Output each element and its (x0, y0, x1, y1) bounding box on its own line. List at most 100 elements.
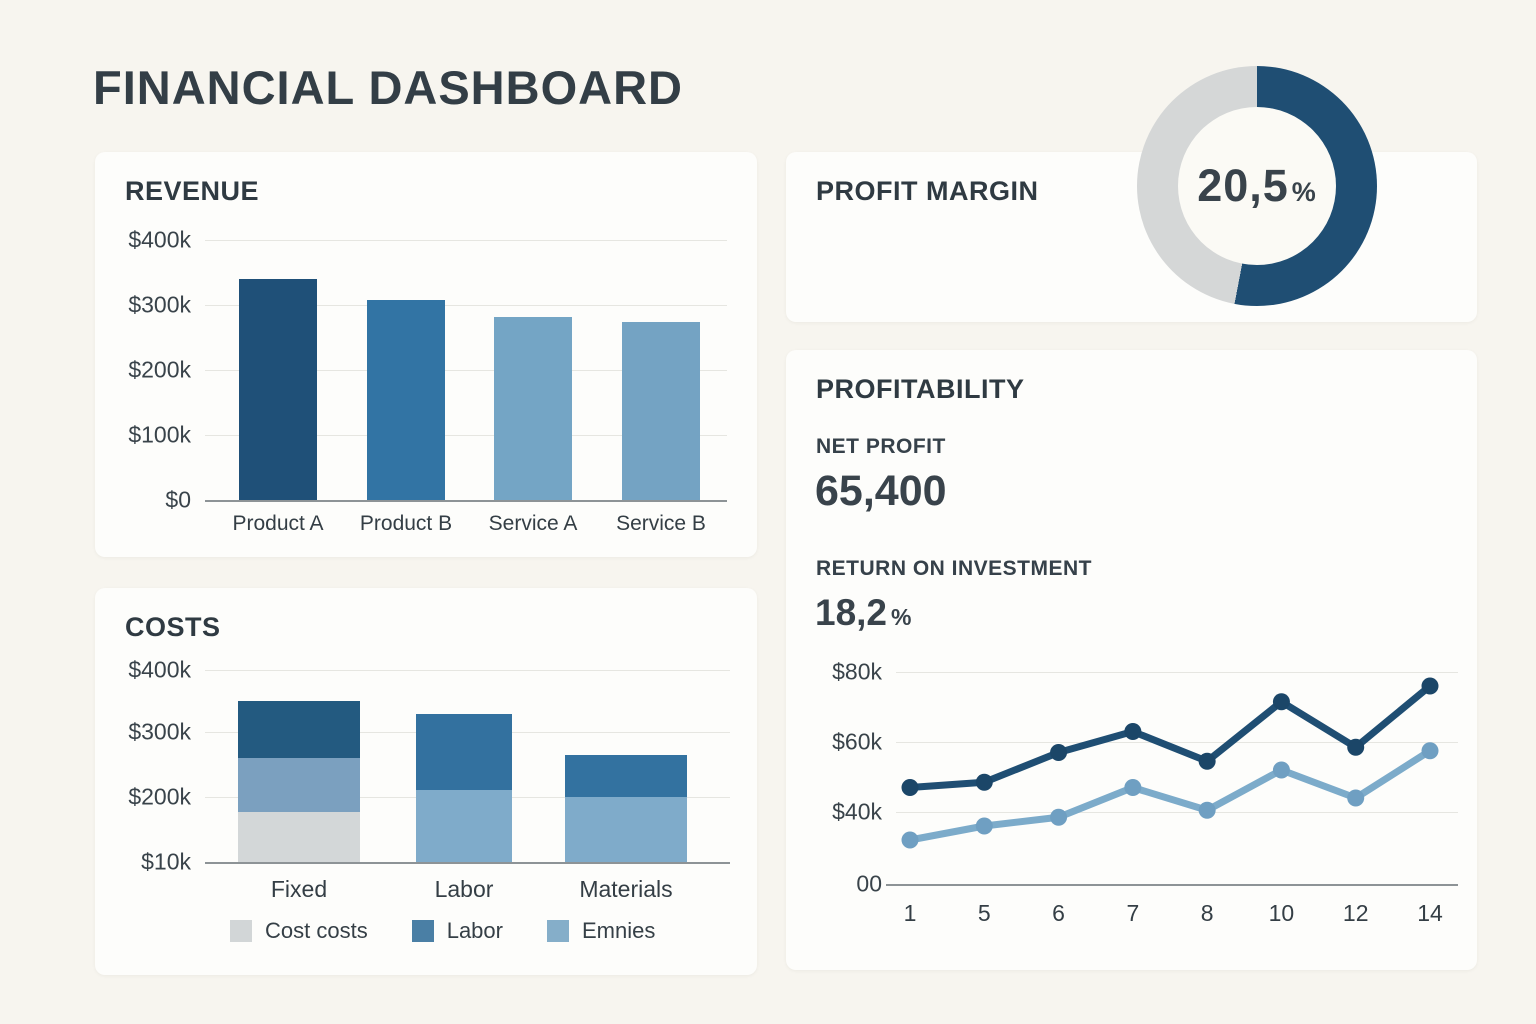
legend-label: Emnies (581, 918, 656, 943)
donut-hole: 20,5% (1178, 107, 1336, 265)
gridline-$300k (205, 305, 727, 306)
series-dark-point (901, 779, 919, 796)
profit-margin-number: 20,5 (1197, 160, 1289, 211)
series-dark-point (1050, 744, 1068, 761)
x-axis-label: Product B (359, 512, 453, 535)
series-light-point (1050, 808, 1068, 826)
profit-margin-title: PROFIT MARGIN (816, 176, 1039, 206)
x-axis-label: 6 (1052, 900, 1065, 926)
series-light-point (1124, 779, 1142, 796)
y-axis-label: $300k (128, 718, 191, 745)
gridline-$60k (896, 742, 1458, 743)
y-axis-label: $60k (832, 728, 882, 755)
y-axis-label: 00 (856, 870, 882, 897)
gridline-$200k (205, 370, 727, 371)
revenue-bar-service-b (622, 322, 700, 500)
costs-bar-fixed (238, 588, 360, 862)
roi-number: 18,2 (815, 592, 888, 633)
series-dark-point (1272, 693, 1290, 711)
x-axis-label: 1 (903, 900, 917, 926)
y-axis-label: $40k (832, 798, 882, 825)
gridline-$100k (205, 435, 727, 436)
roi-line-chart-svg (901, 677, 1439, 849)
y-axis-label: $300k (128, 291, 191, 318)
y-axis-label: $100k (128, 421, 191, 448)
legend-item-emnies: Emnies (546, 918, 656, 944)
legend-label: Labor (446, 918, 503, 943)
costs-segment-emnies (565, 797, 687, 862)
y-axis-label: $80k (832, 658, 882, 685)
x-axis-label: 12 (1342, 900, 1369, 926)
y-axis-label: $0 (165, 486, 191, 513)
series-light-point (1272, 761, 1290, 779)
costs-legend: Cost costs Labor Emnies (230, 918, 655, 944)
x-axis-label: Fixed (270, 876, 328, 902)
series-light-line (906, 747, 1434, 844)
x-axis-label: 14 (1417, 900, 1443, 926)
profit-margin-value: 20,5% (1197, 160, 1317, 212)
legend-item-cost-costs: Cost costs (230, 918, 368, 944)
series-dark-point (1421, 677, 1439, 695)
y-axis-label: $200k (128, 783, 191, 810)
series-dark-point (1198, 752, 1216, 770)
net-profit-label: NET PROFIT (816, 435, 946, 458)
series-dark-point (975, 773, 993, 791)
y-axis-label: $10k (141, 848, 191, 875)
series-dark-line (906, 682, 1434, 791)
series-dark-point (1124, 723, 1142, 740)
percent-sign: % (891, 604, 912, 630)
x-axis-label: Service B (616, 512, 706, 535)
x-axis-label: 10 (1268, 900, 1295, 926)
profit-margin-donut-chart: 20,5% (1137, 66, 1377, 306)
legend-swatch (411, 920, 434, 942)
legend-item-labor: Labor (411, 918, 503, 944)
profit-margin-card: PROFIT MARGIN 20,5% (786, 66, 1477, 322)
x-axis-label: Service A (488, 512, 578, 535)
revenue-bar-service-a (494, 317, 572, 500)
series-light-point (975, 817, 993, 835)
y-axis-label: $400k (128, 226, 191, 253)
costs-segment-cost-costs (238, 812, 360, 862)
costs-card: COSTS $400k $300k $200k $10k Fixed Labor Mater… (95, 588, 757, 975)
gridline-00 (886, 884, 1458, 886)
gridline-$10k (205, 862, 730, 864)
costs-segment-labor (238, 701, 360, 758)
revenue-bar-product-b (367, 300, 445, 500)
costs-bar-materials (565, 588, 687, 862)
gridline-$80k (896, 672, 1458, 673)
gridline-$0 (205, 500, 727, 502)
page-title: FINANCIAL DASHBOARD (93, 61, 683, 114)
gridline-$400k (205, 670, 730, 671)
x-axis-label: 7 (1126, 900, 1140, 926)
x-axis-label: Product A (232, 512, 324, 535)
revenue-card: REVENUE $400k $300k $200k $100k $0 Product A P… (95, 152, 757, 557)
revenue-bar-product-a (239, 279, 317, 500)
y-axis-label: $200k (128, 356, 191, 383)
costs-segment-labor (565, 755, 687, 797)
roi-value: 18,2% (815, 592, 911, 634)
x-axis-label: 8 (1200, 900, 1214, 926)
costs-title: COSTS (125, 612, 221, 642)
legend-label: Cost costs (265, 918, 368, 943)
profitability-title: PROFITABILITY (816, 374, 1025, 404)
legend-swatch (546, 920, 569, 942)
gridline-$40k (896, 812, 1458, 813)
series-light-point (1198, 801, 1216, 819)
profitability-card: PROFITABILITY NET PROFIT 65,400 RETURN O… (786, 350, 1477, 970)
costs-segment-labor (416, 714, 512, 790)
series-light-point (1347, 789, 1365, 807)
legend-swatch (230, 920, 252, 942)
costs-bar-labor (416, 588, 512, 862)
x-axis-label: Materials (579, 876, 673, 902)
series-light-point (901, 831, 919, 849)
x-axis-label: Labor (434, 876, 494, 902)
costs-segment-emnies (416, 790, 512, 862)
series-light-point (1421, 742, 1439, 760)
series-dark-point (1347, 738, 1365, 756)
percent-sign: % (1291, 177, 1317, 207)
net-profit-value: 65,400 (815, 467, 947, 515)
y-axis-label: $400k (128, 656, 191, 683)
revenue-title: REVENUE (125, 176, 260, 206)
gridline-$400k (205, 240, 727, 241)
